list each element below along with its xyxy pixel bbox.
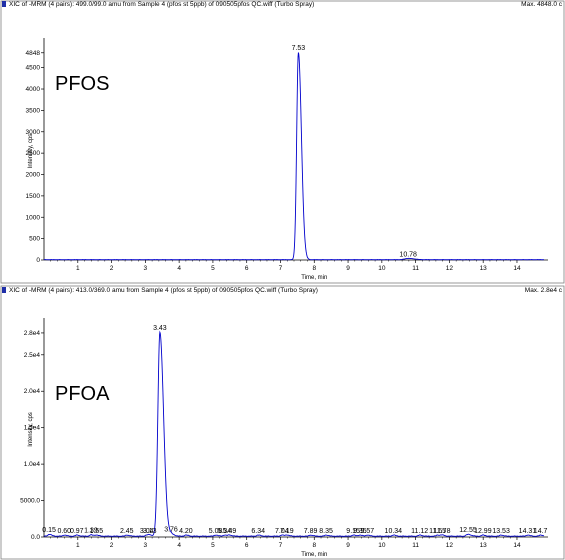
panel-frame xyxy=(0,0,565,284)
peak-label: 0.60 xyxy=(57,528,71,535)
chromatogram-panel-2: XIC of -MRM (4 pairs): 413.0/369.0 amu f… xyxy=(0,285,565,560)
x-tick-label: 4 xyxy=(177,542,181,549)
y-tick-label: 5000.0 xyxy=(20,498,40,505)
x-tick-label: 14 xyxy=(513,542,521,549)
chromatogram-panel-1: XIC of -MRM (4 pairs): 499.0/99.0 amu fr… xyxy=(0,0,565,284)
peak-label: 8.35 xyxy=(319,528,333,535)
y-tick-label: 1000 xyxy=(26,214,41,221)
peak-label: 5.08 xyxy=(209,528,223,535)
peak-label: 13.53 xyxy=(492,528,510,535)
y-tick-label: 3000 xyxy=(26,129,41,136)
y-tick-label: 2.5e4 xyxy=(24,352,41,359)
peak-label: 12.55 xyxy=(459,527,477,534)
peak-label: 14.31 xyxy=(519,528,537,535)
x-tick-label: 1 xyxy=(76,542,80,549)
y-tick-label: 0.0 xyxy=(31,534,40,541)
peak-label: 7.19 xyxy=(280,528,294,535)
panel-frame xyxy=(0,285,565,560)
peak-label: 4.20 xyxy=(179,528,193,535)
header-marker-icon xyxy=(2,287,6,293)
peak-label: 7.53 xyxy=(292,45,306,52)
y-tick-label: 1.0e4 xyxy=(24,461,41,468)
peak-label: 11.12 xyxy=(411,528,428,535)
x-tick-label: 12 xyxy=(446,265,454,272)
y-tick-label: 3500 xyxy=(26,107,41,114)
x-tick-label: 6 xyxy=(245,542,249,549)
peak-label: 12.99 xyxy=(474,528,492,535)
peak-label: 1.55 xyxy=(90,528,104,535)
y-axis-label: Intensity, cps xyxy=(28,412,34,447)
y-tick-label: 1.5e4 xyxy=(24,425,41,432)
peak-label: 14.7 xyxy=(534,528,548,535)
y-tick-label: 500 xyxy=(29,236,40,243)
y-tick-label: 4848 xyxy=(26,50,41,57)
peak-label: 11.65 xyxy=(429,528,446,535)
peak-label: 3.13 xyxy=(143,528,157,535)
y-tick-label: 0 xyxy=(36,257,40,264)
x-tick-label: 12 xyxy=(446,542,454,549)
peak-label: 2.45 xyxy=(120,528,134,535)
x-tick-label: 11 xyxy=(412,542,419,549)
y-tick-label: 2.8e4 xyxy=(24,330,41,337)
x-tick-label: 1 xyxy=(76,265,80,272)
peak-label: 1.39 xyxy=(84,528,98,535)
x-tick-label: 2 xyxy=(110,265,114,272)
x-tick-label: 3 xyxy=(144,265,148,272)
chromatogram-trace xyxy=(43,330,545,537)
peak-label: 7.89 xyxy=(304,528,318,535)
y-tick-label: 4000 xyxy=(26,86,41,93)
y-tick-label: 2500 xyxy=(26,150,41,157)
x-tick-label: 7 xyxy=(279,542,283,549)
x-tick-label: 3 xyxy=(144,542,148,549)
y-tick-label: 1500 xyxy=(26,193,41,200)
compound-label: PFOA xyxy=(55,383,110,405)
panel-header: XIC of -MRM (4 pairs): 413.0/369.0 amu f… xyxy=(9,287,318,294)
x-tick-label: 2 xyxy=(110,542,114,549)
x-tick-label: 8 xyxy=(312,542,316,549)
peak-label: 3.43 xyxy=(153,325,167,332)
x-axis-label: Time, min xyxy=(301,552,327,558)
x-tick-label: 13 xyxy=(480,542,488,549)
panel-header: XIC of -MRM (4 pairs): 499.0/99.0 amu fr… xyxy=(9,1,314,8)
x-tick-label: 11 xyxy=(412,265,419,272)
peak-label: 5.49 xyxy=(223,528,237,535)
x-axis-label: Time, min xyxy=(301,275,327,281)
header-marker-icon xyxy=(2,1,6,7)
x-tick-label: 5 xyxy=(211,265,215,272)
peak-label: 9.15 xyxy=(346,528,360,535)
peak-label: 3.04 xyxy=(140,528,154,535)
chromatogram-trace xyxy=(43,52,544,261)
peak-label: 11.78 xyxy=(433,528,450,535)
peak-label: 0.15 xyxy=(42,527,56,534)
x-tick-label: 9 xyxy=(346,265,350,272)
max-intensity-label: Max. 2.8e4 c xyxy=(525,287,563,294)
x-tick-label: 8 xyxy=(312,265,316,272)
y-tick-label: 4500 xyxy=(26,65,41,72)
x-tick-label: 6 xyxy=(245,265,249,272)
y-tick-label: 2000 xyxy=(26,172,41,179)
x-tick-label: 5 xyxy=(211,542,215,549)
x-tick-label: 7 xyxy=(279,265,283,272)
peak-label: 3.76 xyxy=(164,527,178,534)
peak-label: 0.97 xyxy=(70,528,84,535)
peak-label: 10.78 xyxy=(399,251,417,258)
peak-label: 6.34 xyxy=(251,528,265,535)
peak-label: 10.34 xyxy=(385,528,403,535)
x-tick-label: 14 xyxy=(513,265,521,272)
x-tick-label: 10 xyxy=(378,542,386,549)
max-intensity-label: Max. 4848.0 c xyxy=(521,1,563,8)
peak-label: 9.35 xyxy=(353,528,367,535)
compound-label: PFOS xyxy=(55,73,109,95)
y-tick-label: 2.0e4 xyxy=(24,388,41,395)
x-tick-label: 13 xyxy=(480,265,488,272)
peak-label: 5.34 xyxy=(218,528,232,535)
x-tick-label: 4 xyxy=(177,265,181,272)
peak-label: 7.04 xyxy=(275,528,289,535)
peak-label: 9.57 xyxy=(360,528,374,535)
x-tick-label: 9 xyxy=(346,542,350,549)
x-tick-label: 10 xyxy=(378,265,386,272)
y-axis-label: Intensity, cps xyxy=(28,134,34,169)
